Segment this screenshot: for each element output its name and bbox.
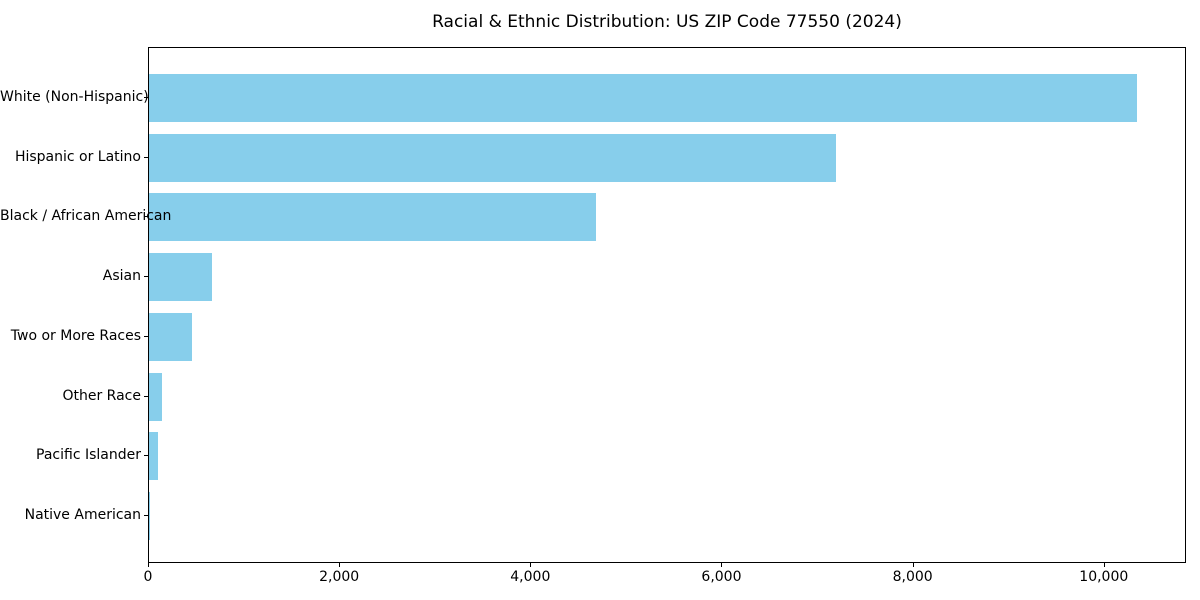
x-tick-mark: [721, 563, 722, 567]
y-tick-mark: [144, 157, 148, 158]
y-tick-mark: [144, 276, 148, 277]
x-tick-label-0: 0: [143, 569, 153, 585]
bar-black-african-american: [149, 193, 596, 242]
y-tick-mark: [144, 216, 148, 217]
y-tick-mark: [144, 455, 148, 456]
plot-area: [148, 47, 1186, 563]
x-tick-label-10000: 10,000: [1079, 569, 1129, 585]
x-tick-label-2000: 2,000: [319, 569, 360, 585]
chart-title: Racial & Ethnic Distribution: US ZIP Cod…: [432, 12, 902, 32]
bar-asian: [149, 253, 212, 302]
bar-pacific-islander: [149, 432, 158, 481]
bar-two-or-more-races: [149, 312, 192, 361]
y-tick-mark: [144, 515, 148, 516]
x-tick-mark: [913, 563, 914, 567]
y-tick-mark: [144, 97, 148, 98]
x-tick-mark: [1104, 563, 1105, 567]
x-tick-mark: [339, 563, 340, 567]
x-tick-label-6000: 6,000: [701, 569, 742, 585]
y-tick-label-two-or-more-races: Two or More Races: [10, 328, 141, 344]
y-tick-label-other-race: Other Race: [62, 388, 141, 404]
y-tick-mark: [144, 336, 148, 337]
y-tick-label-asian: Asian: [102, 268, 141, 284]
bar-other-race: [149, 372, 162, 421]
y-tick-label-black-african-american: Black / African American: [0, 208, 172, 224]
y-tick-label-white-non-hispanic: White (Non-Hispanic): [0, 89, 149, 105]
x-tick-mark: [148, 563, 149, 567]
y-tick-mark: [144, 396, 148, 397]
y-tick-label-hispanic-or-latino: Hispanic or Latino: [14, 149, 141, 165]
bar-hispanic-or-latino: [149, 133, 836, 182]
y-tick-label-native-american: Native American: [24, 507, 141, 523]
x-tick-mark: [530, 563, 531, 567]
x-tick-label-8000: 8,000: [892, 569, 933, 585]
bar-white-non-hispanic: [149, 74, 1138, 122]
bar-native-american: [149, 491, 150, 540]
x-tick-label-4000: 4,000: [510, 569, 551, 585]
y-tick-label-pacific-islander: Pacific Islander: [36, 447, 141, 463]
